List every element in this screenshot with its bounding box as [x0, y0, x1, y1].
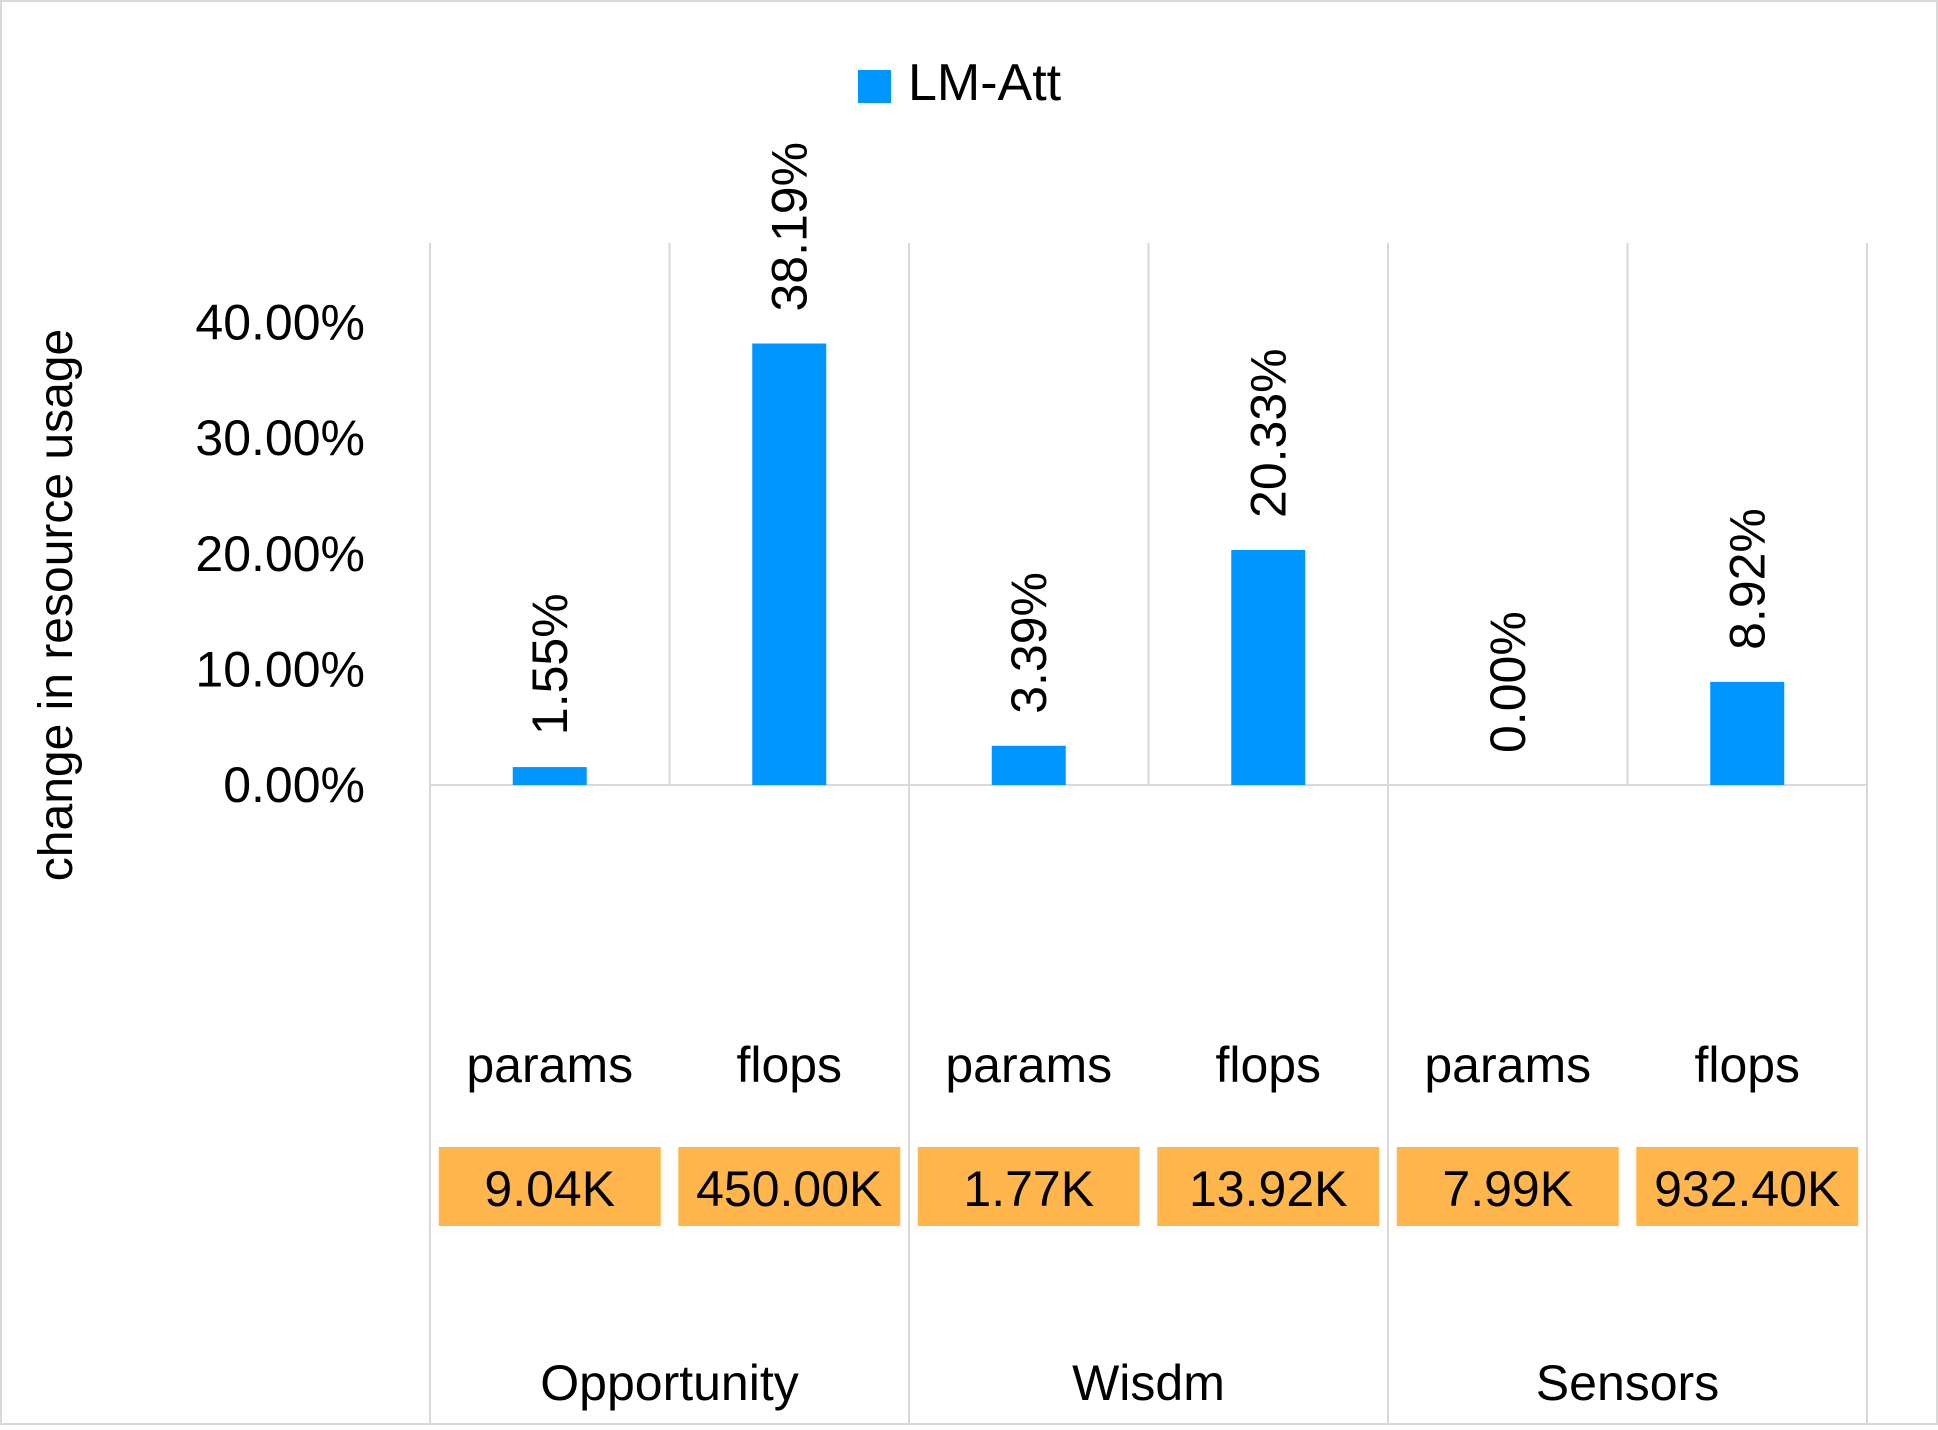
- y-tick-label: 20.00%: [195, 526, 365, 582]
- category-label: params: [945, 1037, 1112, 1093]
- y-tick-label: 40.00%: [195, 295, 365, 351]
- data-labels: 1.55% 38.19% 3.39% 20.33% 0.00% 8.92%: [522, 142, 1776, 753]
- category-label: flops: [1694, 1037, 1800, 1093]
- category-label: flops: [1215, 1037, 1321, 1093]
- category-label: params: [466, 1037, 633, 1093]
- y-tick-label: 30.00%: [195, 410, 365, 466]
- base-value-label: 7.99K: [1442, 1161, 1573, 1217]
- bar: [991, 745, 1066, 785]
- base-value-box: [1157, 1147, 1380, 1226]
- bar: [752, 343, 827, 785]
- base-value-box: [1636, 1147, 1859, 1226]
- category-label: flops: [736, 1037, 842, 1093]
- y-tick-label: 10.00%: [195, 641, 365, 697]
- data-label: 20.33%: [1240, 348, 1296, 518]
- base-value-label: 450.00K: [696, 1161, 882, 1217]
- group-label: Wisdm: [1072, 1355, 1225, 1411]
- data-label: 1.55%: [522, 593, 578, 735]
- group-label: Opportunity: [540, 1355, 798, 1411]
- base-value-box: [438, 1147, 661, 1226]
- base-value-label: 9.04K: [484, 1161, 615, 1217]
- data-label: 38.19%: [761, 142, 817, 312]
- base-value-boxes: 9.04K 450.00K 1.77K 13.92K 7.99K 932.40K: [438, 1147, 1859, 1226]
- bar: [512, 767, 587, 785]
- y-tick-label: 0.00%: [223, 757, 365, 813]
- data-label: 8.92%: [1719, 508, 1775, 650]
- data-label: 3.39%: [1001, 572, 1057, 714]
- base-value-label: 932.40K: [1654, 1161, 1840, 1217]
- group-labels: Opportunity Wisdm Sensors: [540, 1355, 1719, 1411]
- bars: [512, 343, 1785, 785]
- bar: [1231, 549, 1306, 785]
- base-value-box: [678, 1147, 901, 1226]
- base-value-box: [917, 1147, 1140, 1226]
- category-labels: params flops params flops params flops: [466, 1037, 1800, 1093]
- y-axis-label: change in resource usage: [30, 329, 83, 881]
- legend: LM-Att: [858, 54, 1062, 112]
- base-value-label: 1.77K: [963, 1161, 1094, 1217]
- bar: [1710, 681, 1785, 785]
- legend-swatch: [858, 70, 891, 103]
- category-label: params: [1424, 1037, 1591, 1093]
- legend-label: LM-Att: [908, 54, 1062, 112]
- data-label: 0.00%: [1480, 611, 1536, 753]
- y-axis-ticks: 0.00% 10.00% 20.00% 30.00% 40.00%: [195, 295, 365, 813]
- base-value-label: 13.92K: [1189, 1161, 1347, 1217]
- gridlines: [429, 243, 1868, 1423]
- group-label: Sensors: [1536, 1355, 1719, 1411]
- base-value-box: [1396, 1147, 1619, 1226]
